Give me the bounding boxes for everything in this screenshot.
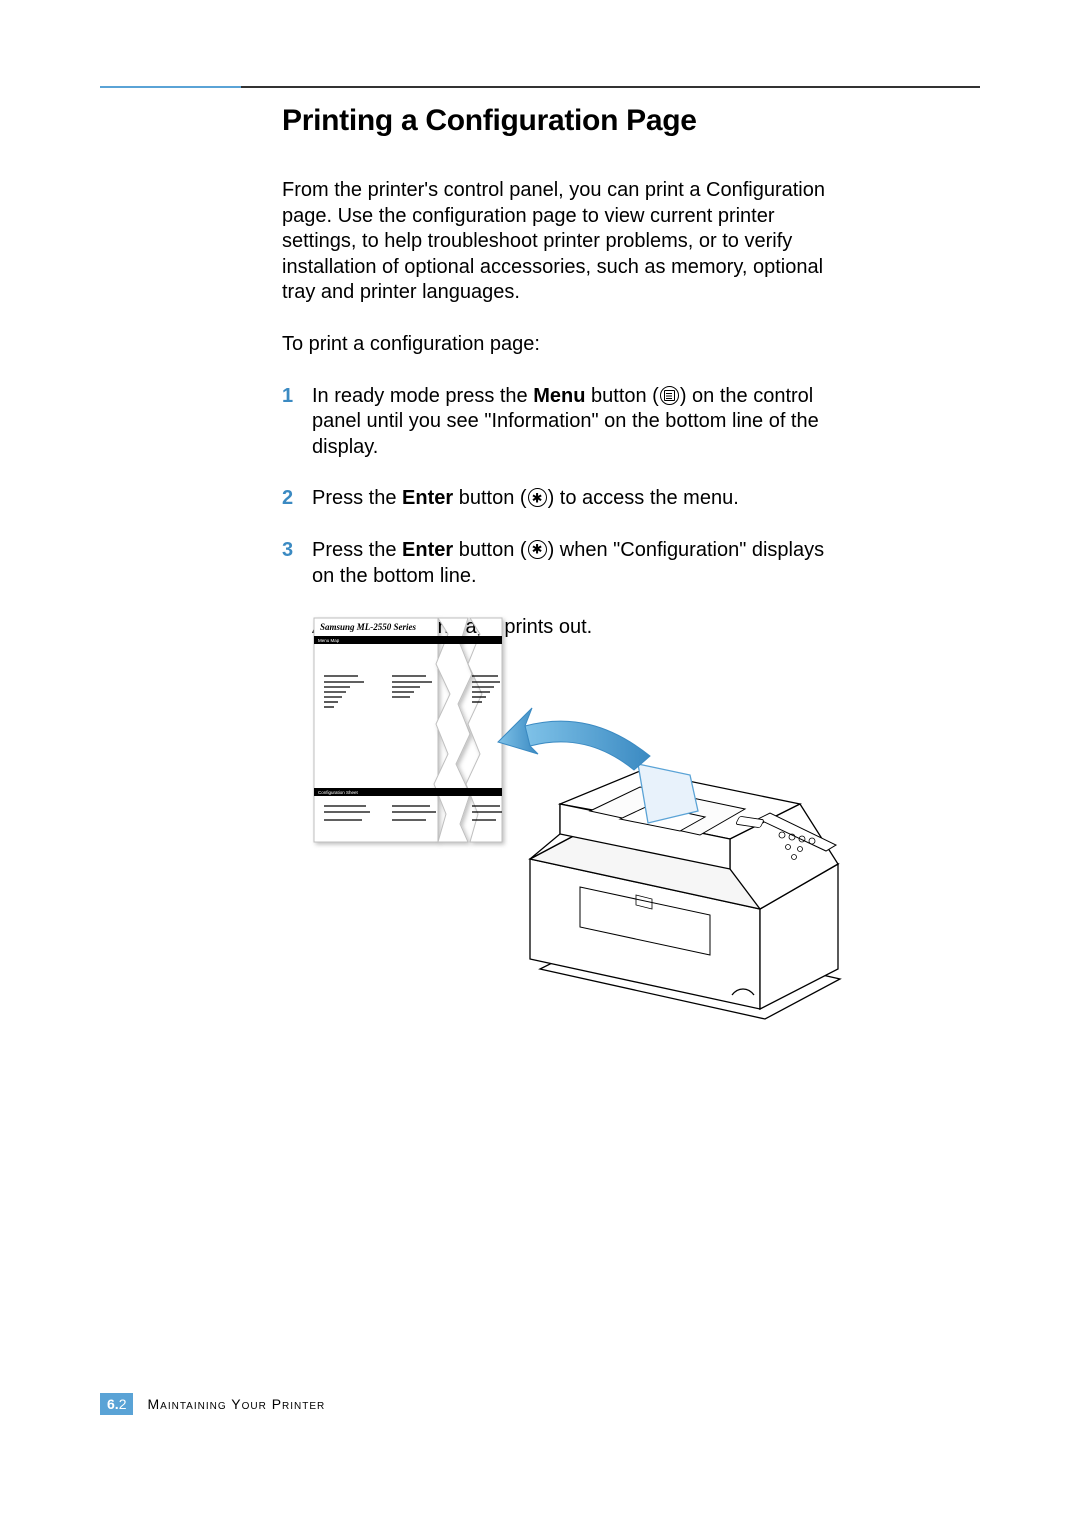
lead-line: To print a configuration page: [282,332,847,358]
output-arrow-icon [498,708,650,770]
step-post: ) to access the menu. [548,487,739,509]
step-number: 2 [282,486,312,512]
printer [530,764,840,1019]
step-number: 3 [282,538,312,564]
step-mid: button ( [453,487,526,509]
step-pre: In ready mode press the [312,385,533,407]
step-1: 1 In ready mode press the Menu button ()… [282,384,847,461]
step-mid: button ( [585,385,658,407]
intro-paragraph: From the printer's control panel, you ca… [282,178,847,306]
section-rule [100,86,980,88]
doc-title: Samsung ML-2550 Series [320,622,417,632]
page-number: 2 [119,1396,127,1412]
step-text: In ready mode press the Menu button () o… [312,384,847,461]
page-number-badge: 6.2 [100,1393,133,1415]
config-document: Samsung ML-2550 Series Menu Map Confi [314,618,502,842]
step-bold: Enter [402,539,453,561]
enter-button-icon: ✱ [528,540,547,559]
step-2: 2 Press the Enter button (✱) to access t… [282,486,847,512]
step-text: Press the Enter button (✱) to access the… [312,486,847,512]
menu-button-icon [660,386,679,405]
body-content: From the printer's control panel, you ca… [282,178,847,667]
page-footer: 6.2 Maintaining Your Printer [100,1393,325,1415]
step-pre: Press the [312,539,402,561]
step-pre: Press the [312,487,402,509]
step-3: 3 Press the Enter button (✱) when "Confi… [282,538,847,589]
step-bold: Menu [533,385,585,407]
doc-section1: Menu Map [318,638,340,643]
step-mid: button ( [453,539,526,561]
chapter-number: 6. [107,1396,119,1412]
doc-section2: Configuration Sheet [318,790,359,795]
enter-button-icon: ✱ [528,488,547,507]
step-text: Press the Enter button (✱) when "Configu… [312,538,847,589]
step-number: 1 [282,384,312,410]
step-bold: Enter [402,487,453,509]
footer-label: Maintaining Your Printer [147,1396,325,1412]
page-heading: Printing a Configuration Page [282,104,697,138]
printer-illustration: Samsung ML-2550 Series Menu Map Confi [310,614,850,1034]
